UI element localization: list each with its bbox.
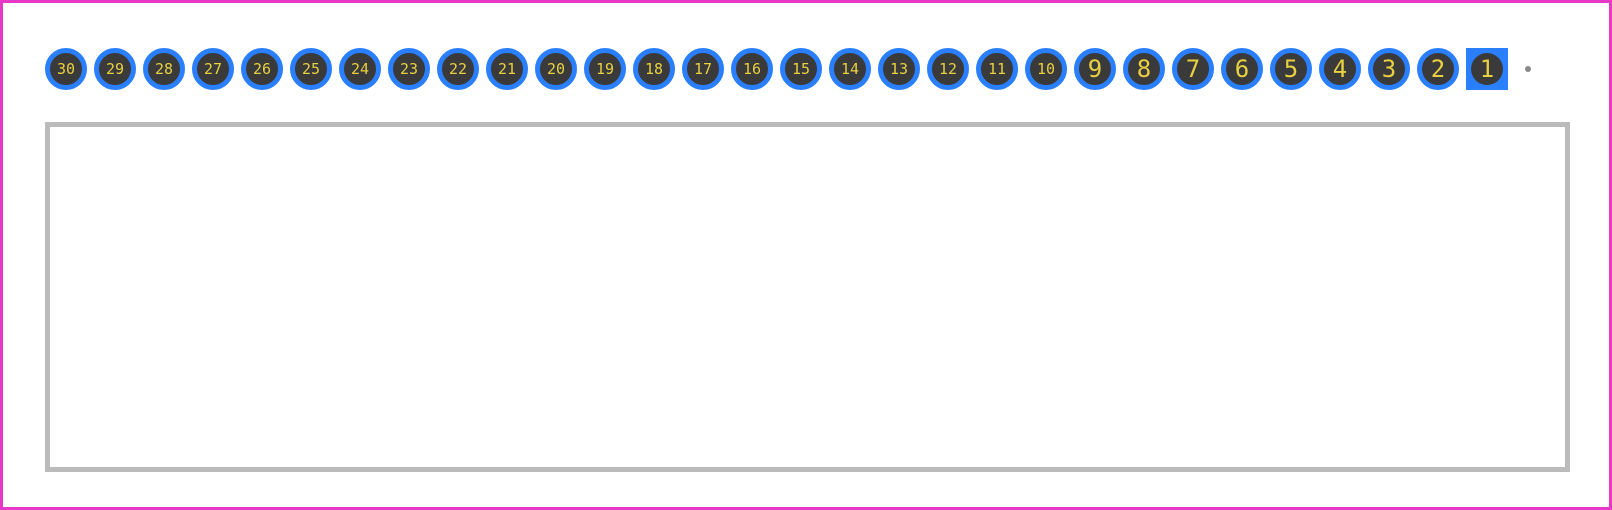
pin-15: 15 <box>780 48 822 90</box>
pin-label: 19 <box>596 60 614 78</box>
pin-4: 4 <box>1319 48 1361 90</box>
pin-11: 11 <box>976 48 1018 90</box>
pin-22: 22 <box>437 48 479 90</box>
pin-label: 9 <box>1088 55 1102 83</box>
pin-label: 7 <box>1186 55 1200 83</box>
pin-29: 29 <box>94 48 136 90</box>
pin1-marker-dot <box>1525 66 1531 72</box>
pin-20: 20 <box>535 48 577 90</box>
pin-2: 2 <box>1417 48 1459 90</box>
pin-row: 3029282726252423222120191817161514131211… <box>45 48 1531 90</box>
pin-26: 26 <box>241 48 283 90</box>
pin-label: 11 <box>988 60 1006 78</box>
pin-label: 27 <box>204 60 222 78</box>
pin-label: 20 <box>547 60 565 78</box>
pin-label: 17 <box>694 60 712 78</box>
pin-label: 13 <box>890 60 908 78</box>
pin-label: 1 <box>1471 53 1503 85</box>
pin-7: 7 <box>1172 48 1214 90</box>
pin-label: 23 <box>400 60 418 78</box>
pin-30: 30 <box>45 48 87 90</box>
pin-18: 18 <box>633 48 675 90</box>
pin-label: 30 <box>57 60 75 78</box>
pin-5: 5 <box>1270 48 1312 90</box>
pin-label: 4 <box>1333 55 1347 83</box>
pin-9: 9 <box>1074 48 1116 90</box>
pin-label: 24 <box>351 60 369 78</box>
pin-label: 18 <box>645 60 663 78</box>
pin-label: 22 <box>449 60 467 78</box>
pin-21: 21 <box>486 48 528 90</box>
footprint-container: 3029282726252423222120191817161514131211… <box>0 0 1612 510</box>
pin-label: 16 <box>743 60 761 78</box>
pin-17: 17 <box>682 48 724 90</box>
pin-24: 24 <box>339 48 381 90</box>
pin-28: 28 <box>143 48 185 90</box>
pin-label: 12 <box>939 60 957 78</box>
pin-label: 5 <box>1284 55 1298 83</box>
pin-label: 10 <box>1037 60 1055 78</box>
pin-label: 8 <box>1137 55 1151 83</box>
pin-27: 27 <box>192 48 234 90</box>
pin-25: 25 <box>290 48 332 90</box>
pin-label: 25 <box>302 60 320 78</box>
pin-19: 19 <box>584 48 626 90</box>
pin-10: 10 <box>1025 48 1067 90</box>
pin-label: 14 <box>841 60 859 78</box>
pin-label: 29 <box>106 60 124 78</box>
component-body <box>45 122 1570 472</box>
pin-6: 6 <box>1221 48 1263 90</box>
pin-16: 16 <box>731 48 773 90</box>
pin-label: 26 <box>253 60 271 78</box>
pin-label: 3 <box>1382 55 1396 83</box>
pin-23: 23 <box>388 48 430 90</box>
pin-14: 14 <box>829 48 871 90</box>
pin-12: 12 <box>927 48 969 90</box>
pin-label: 15 <box>792 60 810 78</box>
pin-8: 8 <box>1123 48 1165 90</box>
pin-label: 2 <box>1431 55 1445 83</box>
pin-1: 1 <box>1466 48 1508 90</box>
pin-3: 3 <box>1368 48 1410 90</box>
pin-label: 21 <box>498 60 516 78</box>
pin-label: 28 <box>155 60 173 78</box>
pin-label: 6 <box>1235 55 1249 83</box>
pin-13: 13 <box>878 48 920 90</box>
